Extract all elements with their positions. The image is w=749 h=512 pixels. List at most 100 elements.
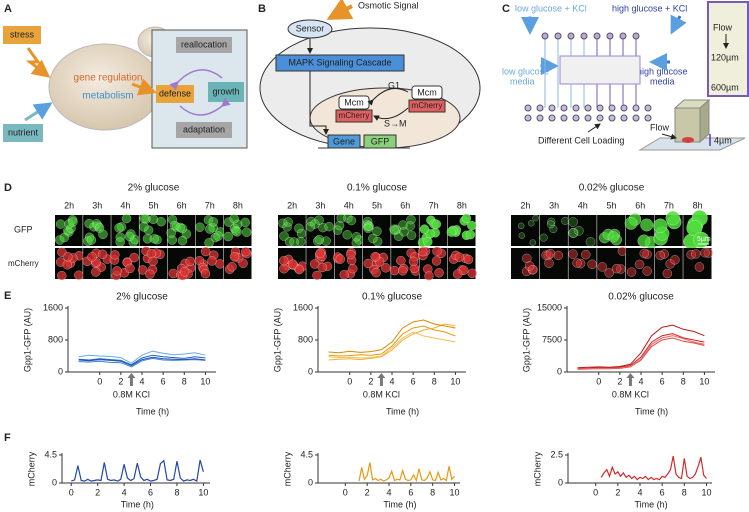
series-line [328,323,456,361]
time-label: 4h [578,200,588,210]
label: growth [212,86,239,96]
cell [611,263,622,274]
port [608,114,616,122]
port [560,114,568,122]
label: S→M [384,118,407,128]
cell [314,234,325,245]
cell [204,238,214,248]
x-tick-label: 2 [118,376,123,386]
arrow [326,0,354,20]
label: media [650,76,675,86]
cell [662,268,673,279]
y-tick-label: 800 [48,334,63,344]
cell [139,213,149,224]
cell [568,228,579,238]
x-tick-label: 4 [637,487,642,497]
micrograph [568,215,597,246]
cell [59,232,70,243]
channel [707,1,749,97]
cell [288,259,298,269]
cell [315,248,325,259]
cell [55,219,66,229]
port [580,32,588,40]
panel-c: low glucose + KCl high glucose + KCl low… [502,1,749,151]
cell [97,249,108,260]
cell [617,246,628,256]
box [156,85,194,103]
label: Flow [713,22,733,32]
x-axis-label: Time (h) [121,499,154,509]
cell [518,232,526,239]
annotation-arrow [127,373,136,386]
group-title: 0.1% glucose [347,183,407,194]
panel-label: E [4,290,11,302]
x-tick-label: 4 [122,487,127,497]
cell [179,266,190,277]
cell [342,230,352,240]
y-tick-label: 4.5 [44,449,57,459]
cell [432,246,442,256]
time-label: 5h [148,200,158,210]
panel-label: F [4,432,11,444]
cell [57,270,67,281]
box [3,124,43,142]
micrograph [539,215,568,246]
x-tick-label: 4 [389,376,394,386]
time-label: 5h [606,200,616,210]
port [548,104,556,112]
chart-title: 2% glucose [116,292,168,303]
port [584,104,592,112]
time-label: 2h [64,200,74,210]
cell [98,229,108,240]
time-label: 4h [120,200,130,210]
y-axis-label: Gpp1-GFP (AU) [521,308,531,372]
y-axis-label: mCherry [26,451,36,486]
series-line [328,331,456,359]
chamber [559,55,641,85]
y-tick-label: 0 [557,366,562,376]
cell [624,216,638,230]
time-label: 5h [372,200,382,210]
x-tick-label: 2 [95,487,100,497]
cell [137,265,148,275]
cell [368,233,378,244]
series-line [78,354,206,366]
x-tick-label: 2 [617,376,622,386]
cell [86,235,97,245]
cell [546,220,555,229]
cell [279,231,289,241]
label: gene regulation [74,73,143,84]
cell [626,267,637,277]
cell [227,261,237,272]
time-label: 3h [92,200,102,210]
cell [74,270,84,280]
label: 4µm [714,135,732,145]
box [327,134,361,149]
cell [324,221,334,232]
cell [639,248,649,259]
group-title: 0.02% glucose [579,183,645,194]
cell [363,223,373,234]
cell [166,228,176,238]
label: Gene [333,136,355,146]
cell [390,225,400,236]
x-tick-label: 4 [638,376,643,386]
cell [124,231,135,242]
cell [372,236,383,247]
x-tick-label: 6 [660,376,665,386]
cell [424,271,434,281]
label: Mcm [344,97,364,107]
cell [587,259,597,270]
port [548,114,556,122]
port [536,104,544,112]
port [596,104,604,112]
y-tick-label: 7500 [542,334,562,344]
cell [642,266,652,276]
x-axis-label: Time (h) [383,499,416,509]
cell [604,268,614,278]
cell [585,236,596,247]
cell [434,267,444,278]
box [408,99,446,113]
arrow [373,107,409,121]
label: nutrient [8,127,39,137]
